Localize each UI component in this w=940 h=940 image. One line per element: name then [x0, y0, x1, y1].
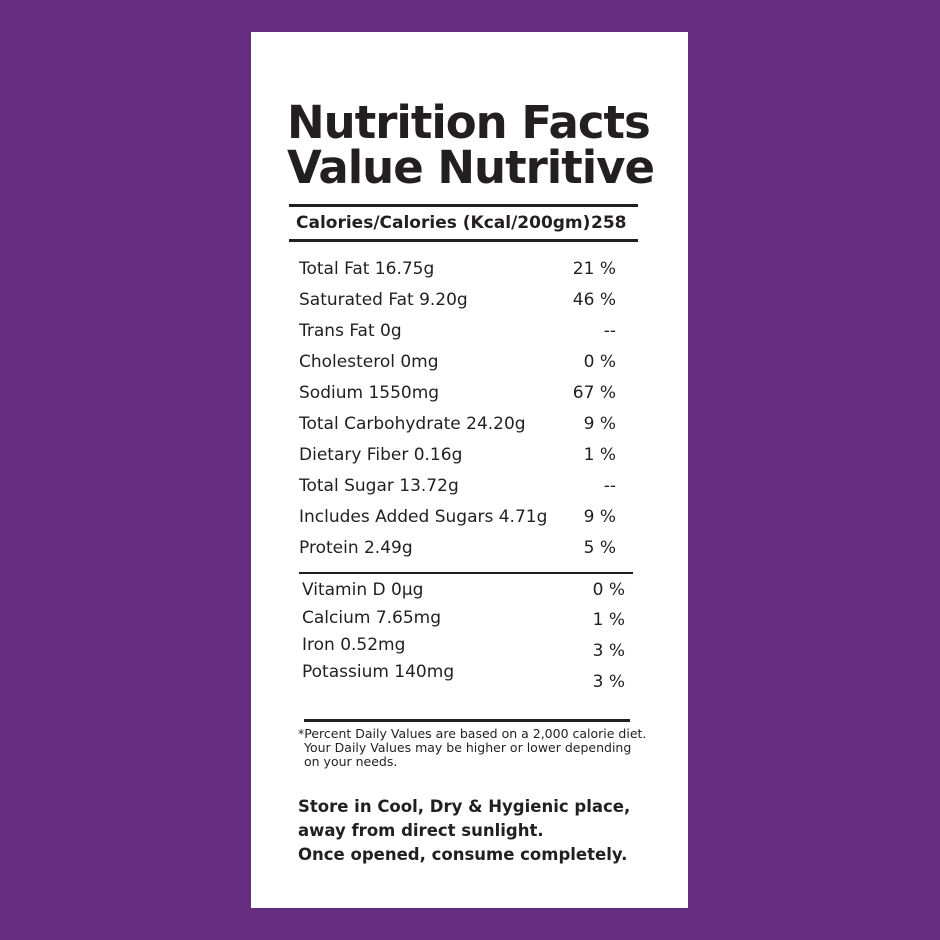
- nutrient-name: Total Fat 16.75g: [299, 259, 435, 279]
- footnote: Your Daily Values may be higher or lower…: [304, 740, 632, 755]
- daily-value: 0 %: [592, 580, 625, 600]
- title: Nutrition Facts: [287, 96, 651, 149]
- daily-value: 1 %: [583, 445, 616, 465]
- footnote: *Percent Daily Values are based on a 2,0…: [298, 726, 647, 741]
- rule: [289, 239, 638, 242]
- vitamin-name: Vitamin D 0µg: [302, 580, 424, 600]
- daily-value: 46 %: [572, 290, 616, 310]
- daily-value: 9 %: [583, 507, 616, 527]
- footnote: on your needs.: [304, 754, 398, 769]
- storage-instruction: Once opened, consume completely.: [298, 845, 628, 864]
- nutrient-name: Includes Added Sugars 4.71g: [299, 507, 548, 527]
- rule: [304, 719, 630, 722]
- storage-instruction: Store in Cool, Dry & Hygienic place,: [298, 797, 631, 816]
- daily-value: 21 %: [572, 259, 616, 279]
- nutrient-name: Total Carbohydrate 24.20g: [299, 414, 526, 434]
- rule: [299, 572, 633, 574]
- calories-label: Calories/Calories (Kcal/200gm): [296, 213, 591, 233]
- vitamin-name: Calcium 7.65mg: [302, 608, 442, 628]
- daily-value: --: [603, 476, 616, 496]
- daily-value: 1 %: [592, 610, 625, 630]
- nutrient-name: Cholesterol 0mg: [299, 352, 439, 372]
- calories-value: 258: [591, 213, 627, 233]
- title: Value Nutritive: [287, 141, 655, 194]
- nutrient-name: Sodium 1550mg: [299, 383, 440, 403]
- nutrient-name: Dietary Fiber 0.16g: [299, 445, 463, 465]
- daily-value: 5 %: [583, 538, 616, 558]
- nutrition-label: Nutrition Facts Value Nutritive Calories…: [251, 32, 688, 908]
- nutrient-name: Trans Fat 0g: [299, 321, 402, 341]
- daily-value: 3 %: [592, 641, 625, 661]
- nutrient-name: Total Sugar 13.72g: [299, 476, 459, 496]
- nutrient-name: Protein 2.49g: [299, 538, 413, 558]
- nutrient-name: Saturated Fat 9.20g: [299, 290, 468, 310]
- daily-value: 9 %: [583, 414, 616, 434]
- storage-instruction: away from direct sunlight.: [298, 821, 544, 840]
- daily-value: --: [603, 321, 616, 341]
- daily-value: 3 %: [592, 672, 625, 692]
- daily-value: 67 %: [572, 383, 616, 403]
- vitamin-name: Potassium 140mg: [302, 662, 455, 682]
- daily-value: 0 %: [583, 352, 616, 372]
- vitamin-name: Iron 0.52mg: [302, 635, 406, 655]
- rule: [289, 204, 638, 207]
